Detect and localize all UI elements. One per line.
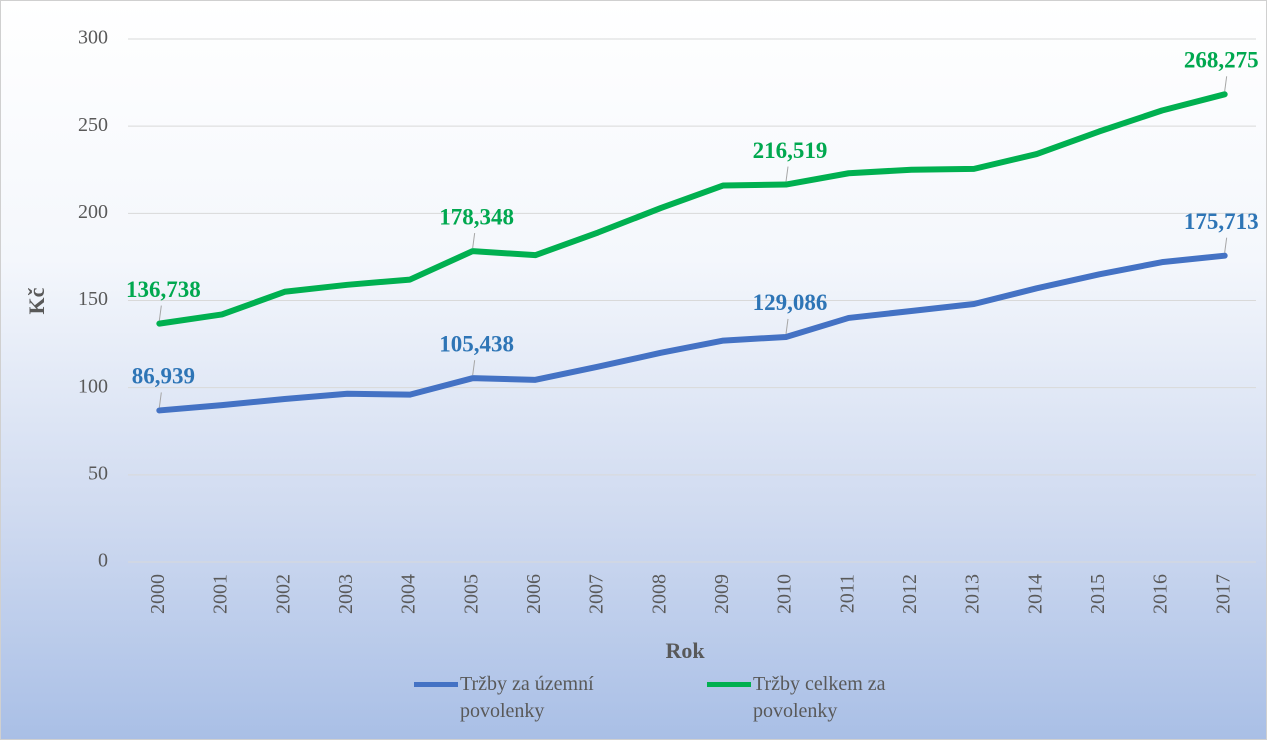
legend-label: Tržby celkem za povolenky [753, 673, 886, 722]
x-tick-label: 2004 [398, 574, 420, 614]
data-label: 129,086 [753, 290, 828, 315]
x-tick-label: 2000 [147, 574, 169, 614]
series-line [156, 252, 1228, 414]
x-tick-label: 2006 [523, 574, 545, 614]
y-axis-title: Kč [24, 287, 49, 314]
x-tick-label: 2001 [210, 574, 232, 614]
data-label: 175,713 [1184, 209, 1259, 234]
x-tick-label: 2009 [711, 574, 733, 614]
x-tick-label: 2005 [460, 574, 482, 614]
y-tick-label: 300 [78, 27, 108, 49]
y-tick-label: 250 [78, 114, 108, 136]
y-tick-label: 150 [78, 288, 108, 310]
y-tick-label: 200 [78, 201, 108, 223]
leader-line [472, 360, 476, 376]
series-line [156, 91, 1228, 327]
data-label: 86,939 [132, 364, 195, 389]
leader-line [158, 392, 162, 408]
x-tick-label: 2002 [272, 574, 294, 614]
x-tick-label: 2014 [1024, 574, 1046, 614]
x-tick-label: 2008 [648, 574, 670, 614]
leader-line [1224, 76, 1228, 92]
y-tick-label: 50 [88, 462, 108, 484]
x-tick-label: 2007 [586, 574, 608, 614]
y-tick-label: 100 [78, 375, 108, 397]
x-tick-label: 2013 [962, 574, 984, 614]
x-tick-label: 2011 [836, 574, 858, 613]
x-tick-label: 2003 [335, 574, 357, 614]
data-label: 136,738 [126, 277, 201, 302]
x-tick-label: 2010 [774, 574, 796, 614]
data-label: 178,348 [439, 204, 514, 229]
leader-line [1224, 237, 1228, 253]
leader-line [785, 318, 789, 335]
legend-swatch [707, 682, 751, 687]
data-label: 268,275 [1184, 48, 1259, 73]
legend-item: Tržby celkem za povolenky [707, 671, 923, 725]
leader-line [158, 305, 162, 321]
data-label: 105,438 [439, 331, 514, 356]
legend-item: Tržby za územní povolenky [414, 671, 630, 725]
x-tick-label: 2015 [1087, 574, 1109, 614]
x-tick-label: 2016 [1150, 574, 1172, 614]
legend-label: Tržby za územní povolenky [460, 673, 594, 722]
legend-swatch [414, 682, 458, 687]
leader-line [785, 166, 789, 182]
x-tick-label: 2012 [899, 574, 921, 614]
leader-line [472, 233, 476, 249]
y-tick-label: 0 [98, 550, 108, 572]
x-tick-label: 2017 [1212, 574, 1234, 614]
data-label: 216,519 [753, 138, 828, 163]
x-axis-title: Rok [665, 638, 705, 663]
